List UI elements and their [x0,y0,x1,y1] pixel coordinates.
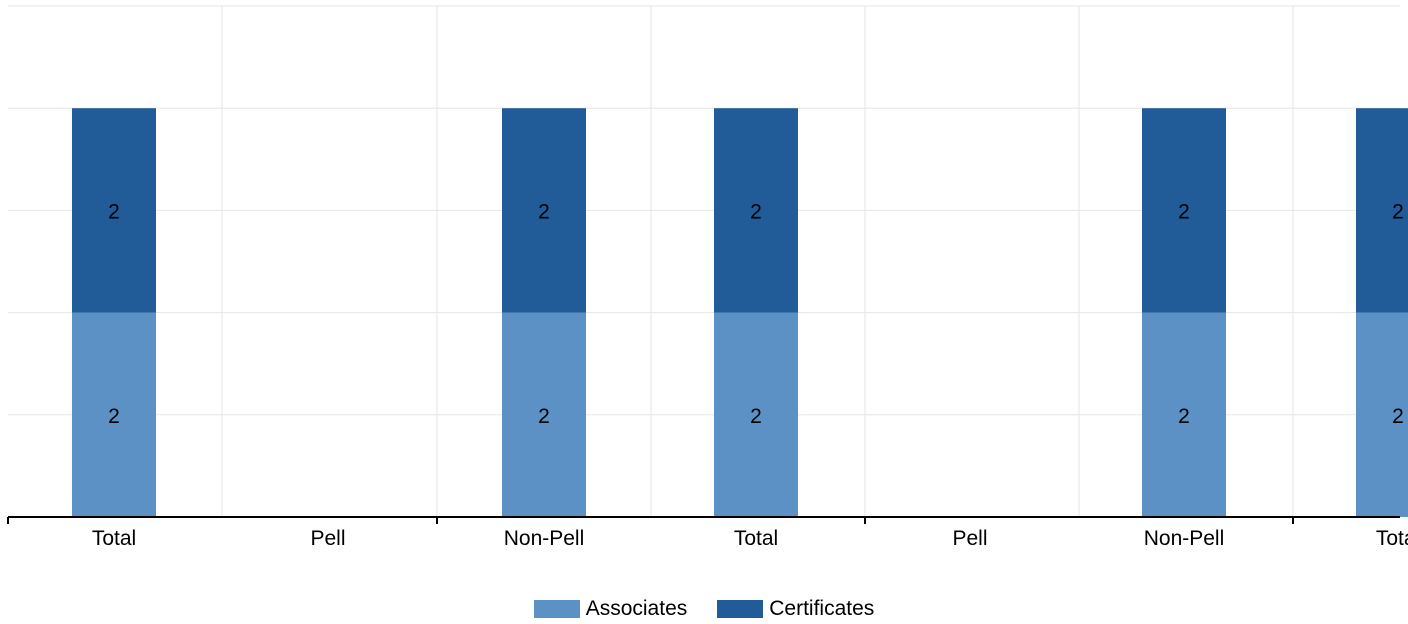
bar-associates [72,312,156,517]
x-tick-label: Total [1376,527,1408,550]
data-label: 2 [1178,200,1190,223]
x-tick-label: Non-Pell [504,527,585,550]
data-label: 2 [1392,405,1404,428]
bar-certificates [1142,108,1226,313]
data-labels: 222222222222 [108,200,1404,428]
bar-certificates [72,108,156,313]
bar-associates [714,312,798,517]
gridlines [8,5,1400,517]
data-label: 2 [538,405,550,428]
legend-swatch-certificates [717,600,764,618]
x-tick-label: Total [92,527,136,550]
data-label: 2 [538,200,550,223]
legend-swatch-associates [533,600,580,618]
bar-associates [1142,312,1226,517]
legend-item-certificates: Certificates [717,597,874,621]
data-label: 2 [108,405,120,428]
bar-certificates [1356,108,1408,313]
data-label: 2 [1392,200,1404,223]
data-label: 2 [750,405,762,428]
bar-associates [502,312,586,517]
legend: Associates Certificates [0,594,1408,624]
x-tick-label: Total [734,527,778,550]
x-tick-label: Pell [310,527,345,550]
legend-label-associates: Associates [585,597,688,620]
bars [72,108,1408,517]
data-label: 2 [108,200,120,223]
legend-label-certificates: Certificates [769,597,875,620]
x-axis: TotalPellNon-PellTotalPellNon-PellTotalP… [7,516,1408,550]
bar-certificates [502,108,586,313]
data-label: 2 [750,200,762,223]
x-tick-label: Non-Pell [1144,527,1225,550]
bar-associates [1356,312,1408,517]
bar-certificates [714,108,798,313]
x-tick-label: Pell [952,527,987,550]
data-label: 2 [1178,405,1190,428]
legend-item-associates: Associates [533,597,688,621]
stacked-bar-chart: TotalPellNon-PellTotalPellNon-PellTotalP… [7,5,1408,550]
